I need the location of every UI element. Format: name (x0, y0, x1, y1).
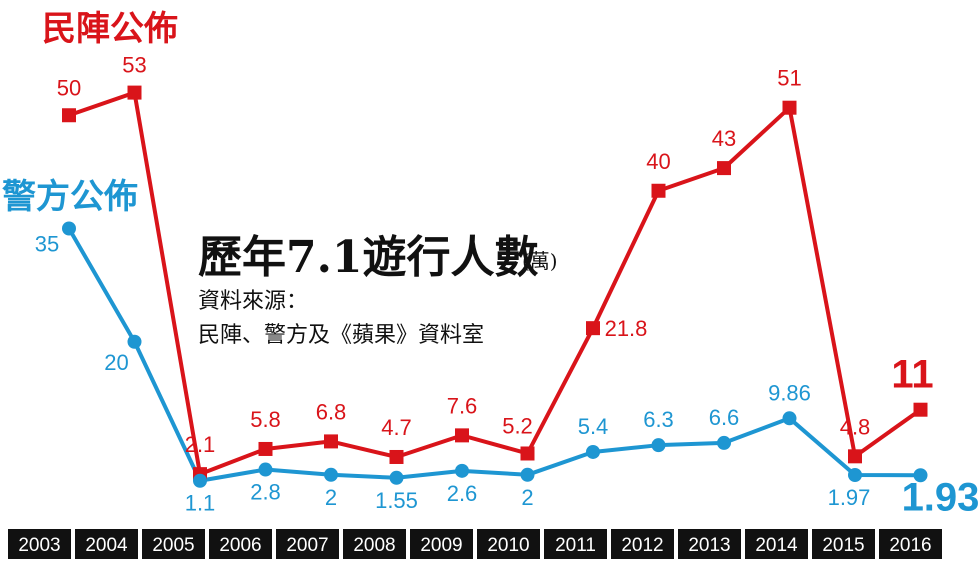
chart-unit: (萬) (522, 249, 558, 273)
x-tick-label: 2003 (18, 535, 60, 556)
x-tick-label: 2016 (889, 535, 931, 556)
data-point (389, 449, 404, 464)
data-label: 4.7 (381, 415, 412, 440)
data-label: 1.93 (902, 475, 978, 519)
series-line-0 (68, 90, 922, 477)
data-label: 6.8 (316, 399, 347, 424)
x-tick-cell (544, 529, 607, 559)
x-tick-cell (142, 529, 205, 559)
data-label: 6.6 (709, 405, 740, 430)
data-label: 2 (325, 485, 337, 510)
source-label: 資料來源： (198, 289, 308, 314)
series-lines (67, 90, 922, 483)
x-tick-label: 2015 (822, 535, 864, 556)
source-text: 民陣、警方及《蘋果》資料室 (198, 323, 484, 348)
x-tick-cell (477, 529, 540, 559)
chart-title: 歷年7.1遊行人數 (198, 232, 539, 283)
x-tick-cell (611, 529, 674, 559)
data-point (127, 334, 142, 349)
data-label: 6.3 (643, 407, 674, 432)
series-markers (62, 85, 928, 488)
data-label: 11 (891, 353, 933, 397)
data-label: 50 (57, 75, 81, 100)
data-label: 2 (521, 485, 533, 510)
data-point (324, 467, 338, 482)
data-point (62, 221, 76, 236)
x-tick-cell (678, 529, 741, 559)
data-label: 2.1 (185, 432, 216, 457)
data-label: 35 (35, 232, 59, 257)
data-point (258, 441, 273, 456)
data-label: 43 (712, 126, 736, 151)
x-tick-cell (343, 529, 406, 559)
data-point (455, 428, 469, 443)
data-point (651, 438, 666, 453)
data-point (127, 85, 142, 100)
x-tick-label: 2012 (621, 535, 663, 556)
data-point (651, 183, 666, 198)
data-label: 5.4 (578, 414, 609, 439)
x-tick-label: 2014 (755, 535, 798, 556)
x-tick-label: 2008 (353, 535, 395, 556)
data-point (717, 161, 731, 176)
data-label: 20 (104, 350, 128, 375)
data-point (586, 321, 600, 336)
data-label: 1.55 (375, 488, 418, 513)
data-label: 5.2 (502, 413, 533, 438)
data-point (782, 100, 797, 115)
x-tick-label: 2006 (219, 535, 261, 556)
data-point (324, 434, 338, 449)
data-label: 40 (646, 149, 670, 174)
data-label: 1.1 (185, 491, 216, 516)
data-point (520, 467, 535, 482)
x-tick-cell (209, 529, 272, 559)
data-label: 2.6 (447, 481, 478, 506)
data-point (193, 473, 207, 488)
data-point (389, 470, 404, 485)
data-point (913, 402, 928, 417)
data-label: 51 (777, 66, 801, 91)
x-tick-cell (879, 529, 942, 559)
data-label: 7.6 (447, 393, 478, 418)
x-tick-cell (8, 529, 71, 559)
x-tick-label: 2010 (487, 535, 529, 556)
data-point (913, 468, 928, 483)
data-label: 5.8 (250, 407, 281, 432)
data-point (848, 449, 862, 464)
series-name-mingzhen: 民陣公佈 (42, 9, 178, 49)
data-label: 1.97 (828, 485, 871, 510)
data-label: 4.8 (840, 414, 871, 439)
series-name-police: 警方公佈 (2, 177, 138, 217)
data-labels: 50 53 2.1 5.8 6.8 4.7 7.6 5.2 21.8 40 43 51 4.8 11 35 2… (35, 53, 978, 520)
x-tick-cell (410, 529, 473, 559)
x-tick-label: 2009 (420, 535, 462, 556)
data-point (62, 108, 76, 123)
data-point (258, 462, 273, 477)
x-tick-label: 2004 (85, 535, 128, 556)
data-point (782, 411, 797, 426)
x-tick-cell (812, 529, 875, 559)
x-tick-label: 2005 (152, 535, 194, 556)
x-tick-cell (75, 529, 138, 559)
data-point (520, 446, 535, 461)
data-point (455, 463, 469, 478)
x-tick-cell (745, 529, 808, 559)
data-label: 2.8 (250, 480, 281, 505)
data-point (717, 435, 731, 450)
data-label: 53 (122, 53, 146, 78)
data-point (848, 467, 862, 482)
x-axis: 2003 2004 2005 2006 2007 2008 2009 2010 2011 2012… (8, 529, 942, 559)
x-tick-label: 2013 (688, 535, 730, 556)
series-line-1 (67, 227, 921, 483)
x-tick-label: 2011 (555, 535, 596, 556)
data-label: 21.8 (605, 316, 648, 341)
x-tick-label: 2007 (286, 535, 328, 556)
data-point (586, 444, 600, 459)
x-tick-cell (276, 529, 339, 559)
data-label: 9.86 (768, 380, 811, 405)
